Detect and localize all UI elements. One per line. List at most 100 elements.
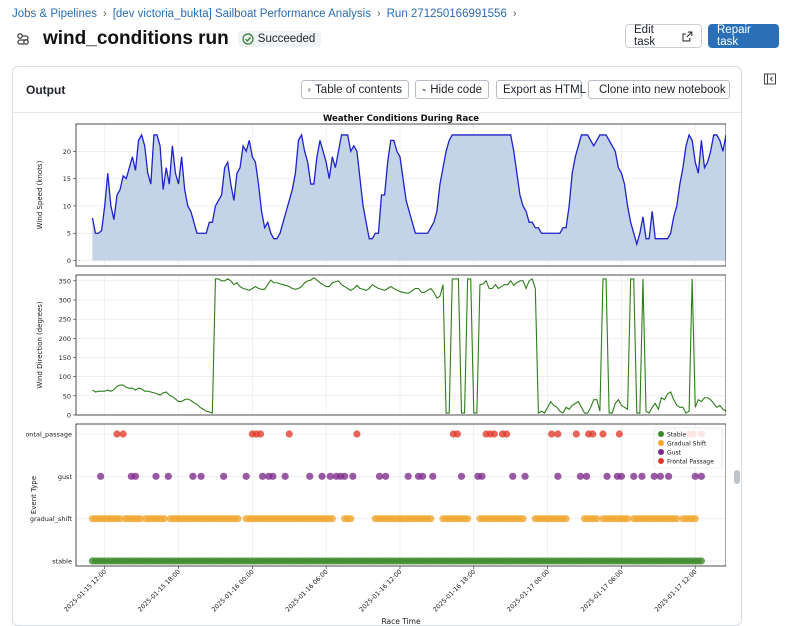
event-point-gradual_shift (234, 515, 242, 523)
event-point-gust (664, 472, 673, 480)
collapse-panel-icon[interactable] (764, 72, 776, 85)
panel-frame (75, 423, 727, 567)
x-tick-label: 2025-01-15 12:00 (63, 568, 108, 613)
event-point-gradual_shift (623, 515, 632, 523)
y-tick-label: 0 (67, 257, 71, 265)
y-tick-label: 350 (59, 277, 71, 285)
event-point-frontal_passage (548, 430, 556, 438)
legend-label-stable: Stable (667, 432, 686, 439)
edit-task-button[interactable]: Edit task (625, 24, 702, 48)
breadcrumb-separator-icon: › (512, 8, 517, 20)
breadcrumb-run[interactable]: Run 271250166991556 (386, 8, 507, 20)
event-point-gust (603, 472, 611, 480)
export-html-button[interactable]: Export as HTML (496, 80, 586, 99)
event-point-gust (617, 472, 626, 480)
category-tick-label: frontal_passage (26, 431, 72, 439)
event-point-frontal_passage (615, 430, 623, 438)
event-point-gust (429, 472, 437, 480)
legend-marker-gust (658, 449, 664, 455)
check-circle-icon (242, 33, 254, 45)
x-axis-label: Race Time (381, 617, 421, 626)
export-html-label: Export as HTML (503, 83, 587, 96)
event-point-gradual_shift (347, 515, 355, 523)
event-point-gradual_shift (593, 515, 601, 523)
event-point-gradual_shift (519, 515, 527, 523)
repair-task-button[interactable]: Repair task (708, 24, 779, 48)
event-point-gust (306, 472, 314, 480)
output-divider (13, 112, 741, 113)
event-point-gust (189, 472, 197, 480)
event-point-gradual_shift (427, 515, 435, 523)
breadcrumb: Jobs & Pipelines › [dev victoria_bukta] … (12, 6, 517, 22)
x-tick-label: 2025-01-17 06:00 (580, 568, 625, 613)
event-point-gust (404, 472, 412, 480)
event-point-gust (152, 472, 160, 480)
y-tick-label: 15 (63, 175, 71, 183)
panel-frame (75, 274, 727, 416)
y-tick-label: 250 (59, 316, 71, 324)
event-point-gust (521, 472, 529, 480)
breadcrumb-jobs-pipelines[interactable]: Jobs & Pipelines (12, 8, 98, 20)
event-point-gust (164, 472, 172, 480)
wind-direction-line (92, 277, 741, 415)
legend-marker-frontal_passage (658, 458, 664, 464)
event-point-gust (382, 472, 390, 480)
repair-task-label: Repair task (717, 24, 751, 48)
page-title: wind_conditions run (43, 28, 229, 49)
event-point-gust (318, 472, 326, 480)
y-tick-label: 10 (63, 202, 71, 210)
status-badge: Succeeded (237, 31, 322, 47)
job-icon (12, 28, 34, 50)
eye-off-icon (422, 87, 427, 92)
event-point-gust (349, 472, 357, 480)
breadcrumb-job[interactable]: [dev victoria_bukta] Sailboat Performanc… (112, 8, 371, 20)
event-point-gust (457, 472, 466, 480)
event-point-gust (242, 472, 250, 480)
weather-chart-svg: Weather Conditions During Race 0 5 10 15 20 Wi… (21, 114, 741, 626)
hide-code-button[interactable]: Hide code (415, 80, 489, 99)
legend-marker-gradual_shift (658, 440, 664, 446)
event-point-gust (691, 472, 699, 480)
table-of-contents-button[interactable]: Table of contents (301, 80, 409, 99)
category-tick-label: gradual_shift (30, 515, 73, 523)
event-point-gust (478, 472, 486, 480)
y-tick-label: 300 (59, 297, 71, 305)
title-bar: wind_conditions run Succeeded (12, 26, 780, 52)
scrollbar-thumb[interactable] (734, 470, 740, 484)
external-link-icon (682, 31, 693, 41)
event-point-frontal_passage (589, 430, 597, 438)
chart-title: Weather Conditions During Race (323, 114, 479, 124)
event-point-gust (258, 472, 267, 480)
y-tick-label: 100 (59, 373, 71, 381)
table-of-contents-label: Table of contents (315, 83, 402, 96)
category-tick-label: gust (58, 473, 73, 481)
y-tick-label: 150 (59, 354, 71, 362)
event-point-gust (554, 472, 562, 480)
event-point-frontal_passage (554, 430, 562, 438)
x-tick-label: 2025-01-16 06:00 (284, 568, 329, 613)
output-label: Output (26, 83, 66, 97)
x-tick-label: 2025-01-17 12:00 (654, 568, 699, 613)
event-point-frontal_passage (119, 430, 127, 438)
y-tick-label: 0 (67, 412, 71, 420)
event-point-gust (418, 472, 427, 480)
event-point-frontal_passage (599, 430, 607, 438)
clone-notebook-label: Clone into new notebook (599, 83, 726, 96)
y-axis-label: Wind Direction (degrees) (36, 301, 44, 389)
event-point-gust (341, 472, 349, 480)
event-point-gradual_shift (673, 515, 681, 523)
event-point-gust (220, 472, 228, 480)
category-tick-label: stable (52, 558, 72, 566)
clone-notebook-button[interactable]: Clone into new notebook (588, 80, 730, 99)
event-point-frontal_passage (453, 430, 461, 438)
event-point-gradual_shift (562, 515, 570, 523)
y-tick-label: 5 (67, 230, 71, 238)
event-point-frontal_passage (256, 430, 265, 438)
event-point-frontal_passage (285, 430, 293, 438)
status-text: Succeeded (257, 33, 316, 45)
event-point-gradual_shift (116, 515, 124, 523)
hide-code-label: Hide code (430, 83, 482, 96)
event-point-frontal_passage (490, 430, 498, 438)
event-point-gust (656, 472, 664, 480)
panel-3: stable gradual_shift gust frontal_passage St… (21, 423, 727, 567)
